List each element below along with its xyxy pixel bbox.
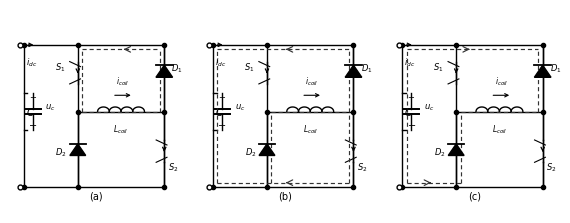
Text: $S_1$: $S_1$: [433, 61, 443, 74]
Polygon shape: [448, 144, 464, 155]
Polygon shape: [70, 144, 86, 155]
Text: $D_1$: $D_1$: [361, 63, 372, 75]
Polygon shape: [345, 65, 362, 77]
Text: $D_1$: $D_1$: [172, 63, 183, 75]
Text: $C$: $C$: [404, 105, 413, 118]
Text: $D_2$: $D_2$: [245, 147, 256, 159]
Text: $u_c$: $u_c$: [424, 103, 434, 113]
Text: $L_{coil}$: $L_{coil}$: [303, 123, 318, 136]
Text: $u_c$: $u_c$: [46, 103, 56, 113]
Text: $S_1$: $S_1$: [244, 61, 254, 74]
Text: $S_2$: $S_2$: [357, 162, 368, 174]
Text: $i_{coil}$: $i_{coil}$: [306, 76, 319, 88]
Text: (a): (a): [89, 192, 103, 202]
Text: $i_{dc}$: $i_{dc}$: [26, 57, 36, 69]
Text: −: −: [29, 121, 37, 131]
Text: $L_{coil}$: $L_{coil}$: [113, 123, 129, 136]
Text: $S_2$: $S_2$: [168, 162, 178, 174]
Text: $i_{dc}$: $i_{dc}$: [215, 57, 226, 69]
Text: $i_{coil}$: $i_{coil}$: [495, 76, 508, 88]
Text: $i_{dc}$: $i_{dc}$: [404, 57, 415, 69]
Text: (b): (b): [278, 192, 292, 202]
Text: $i_{coil}$: $i_{coil}$: [116, 76, 129, 88]
Text: −: −: [408, 121, 416, 131]
Text: $C$: $C$: [215, 105, 223, 118]
Text: +: +: [29, 93, 36, 102]
Text: −: −: [218, 121, 226, 131]
Text: +: +: [218, 93, 225, 102]
Polygon shape: [534, 65, 551, 77]
Text: $u_c$: $u_c$: [234, 103, 245, 113]
Polygon shape: [156, 65, 173, 77]
Text: $D_1$: $D_1$: [550, 63, 561, 75]
Text: $D_2$: $D_2$: [434, 147, 445, 159]
Text: +: +: [408, 93, 414, 102]
Text: $S_1$: $S_1$: [55, 61, 65, 74]
Text: $S_2$: $S_2$: [546, 162, 557, 174]
Text: $C$: $C$: [26, 105, 34, 118]
Polygon shape: [259, 144, 275, 155]
Text: $L_{coil}$: $L_{coil}$: [492, 123, 507, 136]
Text: $D_2$: $D_2$: [55, 147, 67, 159]
Text: (c): (c): [468, 192, 481, 202]
